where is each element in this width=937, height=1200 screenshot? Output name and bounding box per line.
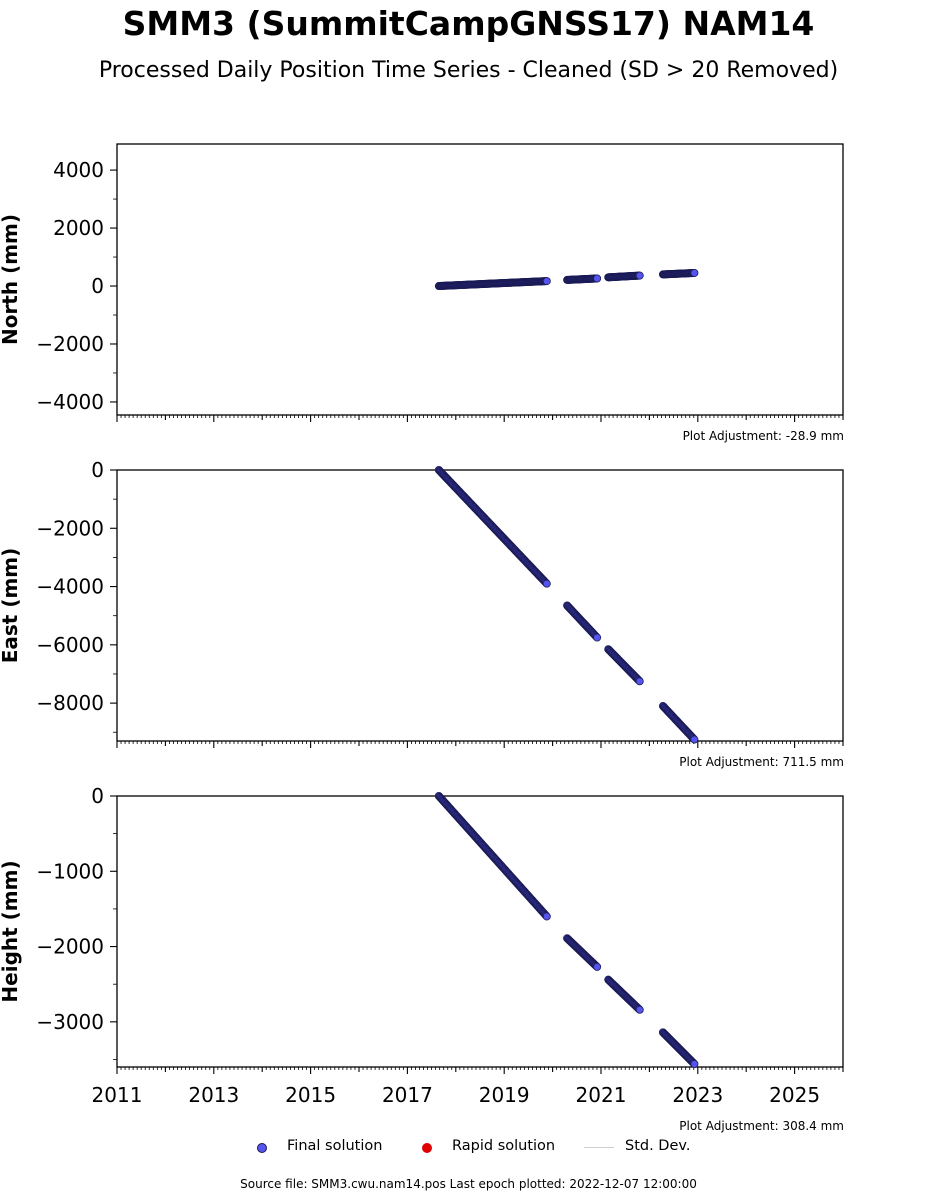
height-y-tick-label: −2000 bbox=[36, 935, 104, 959]
east-data-point bbox=[691, 736, 698, 743]
std-dev-line-marker bbox=[584, 1147, 614, 1148]
east-y-tick-label: 0 bbox=[91, 458, 104, 482]
east-y-tick-label: −2000 bbox=[36, 516, 104, 540]
x-tick-label: 2021 bbox=[576, 1083, 627, 1107]
east-plot-adjustment: Plot Adjustment: 711.5 mm bbox=[544, 755, 844, 769]
x-tick-label: 2011 bbox=[92, 1083, 143, 1107]
height-data-point bbox=[543, 913, 550, 920]
east-y-tick-label: −6000 bbox=[36, 633, 104, 657]
x-tick-label: 2015 bbox=[285, 1083, 336, 1107]
east-data-point bbox=[636, 678, 643, 685]
x-tick-label: 2019 bbox=[479, 1083, 530, 1107]
rapid-solution-marker bbox=[422, 1143, 432, 1153]
x-tick-label: 2013 bbox=[188, 1083, 239, 1107]
legend-label-rapid: Rapid solution bbox=[452, 1138, 555, 1154]
height-y-axis-label: Height (mm) bbox=[0, 860, 22, 1002]
north-data-point bbox=[594, 275, 601, 282]
north-data-point bbox=[543, 277, 550, 284]
east-data-point bbox=[543, 580, 550, 587]
north-y-tick-label: −4000 bbox=[36, 390, 104, 414]
x-tick-label: 2017 bbox=[382, 1083, 433, 1107]
source-note: Source file: SMM3.cwu.nam14.pos Last epo… bbox=[0, 1177, 937, 1191]
north-y-axis-label: North (mm) bbox=[0, 214, 22, 345]
north-y-tick-label: 4000 bbox=[53, 158, 104, 182]
east-data-point bbox=[594, 634, 601, 641]
legend-label-final: Final solution bbox=[287, 1138, 382, 1154]
x-tick-label: 2023 bbox=[672, 1083, 723, 1107]
east-y-tick-label: −4000 bbox=[36, 575, 104, 599]
height-data-point bbox=[636, 1006, 643, 1013]
height-data-point bbox=[691, 1060, 698, 1067]
north-data-point bbox=[691, 269, 698, 276]
final-solution-marker bbox=[257, 1143, 267, 1153]
x-tick-label: 2025 bbox=[769, 1083, 820, 1107]
north-y-tick-label: −2000 bbox=[36, 332, 104, 356]
height-data-point bbox=[594, 963, 601, 970]
north-y-tick-label: 0 bbox=[91, 274, 104, 298]
north-y-tick-label: 2000 bbox=[53, 216, 104, 240]
north-plot-frame bbox=[117, 144, 843, 415]
east-y-tick-label: −8000 bbox=[36, 691, 104, 715]
height-y-tick-label: −3000 bbox=[36, 1010, 104, 1034]
north-plot-adjustment: Plot Adjustment: -28.9 mm bbox=[544, 429, 844, 443]
height-y-tick-label: −1000 bbox=[36, 859, 104, 883]
north-data-point bbox=[636, 272, 643, 279]
height-y-tick-label: 0 bbox=[91, 784, 104, 808]
legend-label-std-dev: Std. Dev. bbox=[625, 1138, 690, 1154]
east-y-axis-label: East (mm) bbox=[0, 548, 22, 664]
height-plot-adjustment: Plot Adjustment: 308.4 mm bbox=[544, 1119, 844, 1133]
